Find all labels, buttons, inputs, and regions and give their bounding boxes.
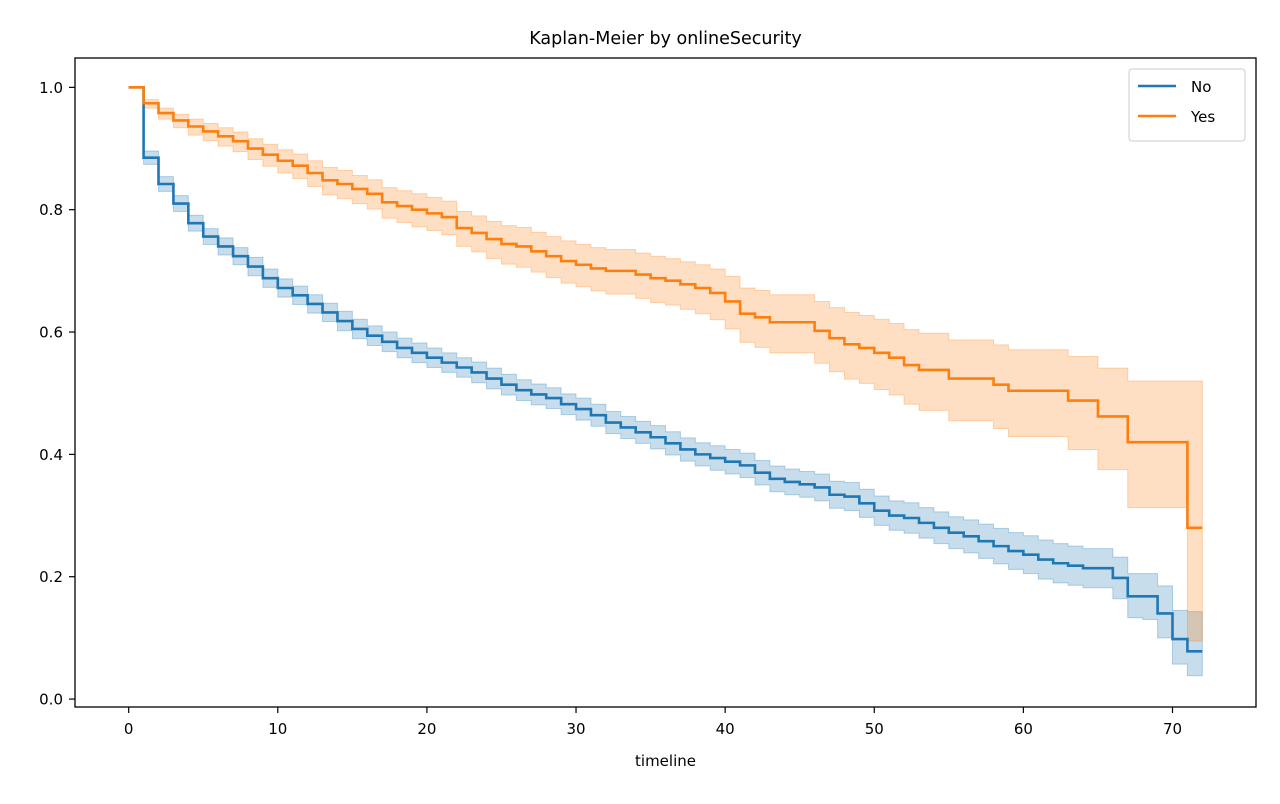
x-tick-label: 20 xyxy=(417,720,436,738)
x-tick-label: 10 xyxy=(268,720,287,738)
survival-line-yes xyxy=(128,86,1203,530)
legend-label-no: No xyxy=(1191,78,1211,96)
y-tick-label: 0.4 xyxy=(39,446,63,464)
y-axis-ticks: 0.0 0.2 0.4 0.6 0.8 1.0 xyxy=(39,79,75,709)
x-tick-label: 60 xyxy=(1014,720,1033,738)
x-tick-label: 70 xyxy=(1163,720,1182,738)
legend-label-yes: Yes xyxy=(1190,108,1215,126)
survival-lines xyxy=(128,86,1203,653)
survival-line-no xyxy=(128,86,1203,653)
chart-title: Kaplan-Meier by onlineSecurity xyxy=(529,29,802,49)
x-axis-ticks: 0 10 20 30 40 50 60 70 xyxy=(124,707,1182,738)
ci-band-yes xyxy=(128,86,1203,642)
plot-area-frame xyxy=(74,57,1257,708)
y-tick-label: 0.6 xyxy=(39,324,63,342)
x-tick-label: 30 xyxy=(566,720,585,738)
x-tick-label: 40 xyxy=(716,720,735,738)
y-tick-label: 0.0 xyxy=(39,691,63,709)
y-tick-label: 1.0 xyxy=(39,79,63,97)
legend: No Yes xyxy=(1128,68,1246,142)
y-tick-label: 0.8 xyxy=(39,201,63,219)
y-tick-label: 0.2 xyxy=(39,568,63,586)
x-tick-label: 0 xyxy=(124,720,134,738)
x-tick-label: 50 xyxy=(865,720,884,738)
x-axis-label: timeline xyxy=(635,752,696,770)
legend-box xyxy=(1128,68,1246,142)
